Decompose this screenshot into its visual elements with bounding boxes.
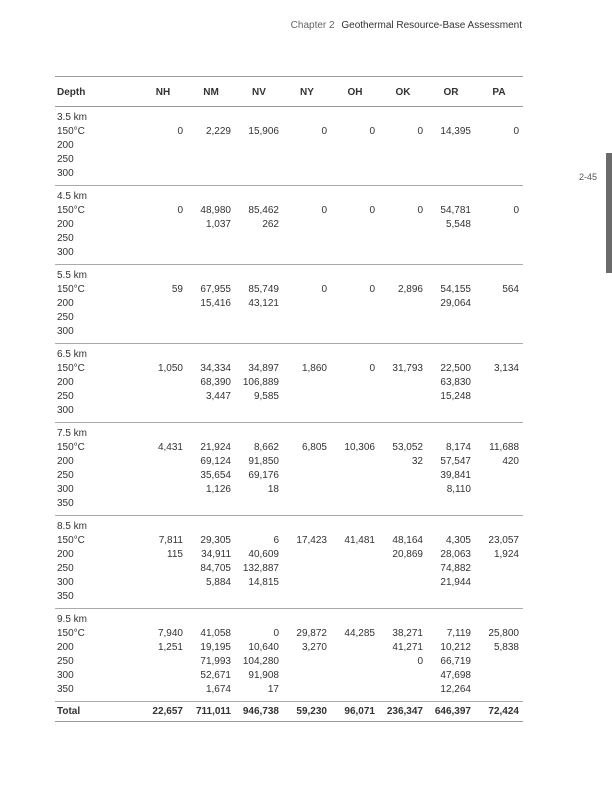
value-cell: 564 bbox=[475, 265, 523, 344]
page-header: Chapter 2 Geothermal Resource-Base Asses… bbox=[0, 20, 522, 31]
depth-cell: 5.5 km150°C200250300 bbox=[55, 265, 139, 344]
table-row: 8.5 km150°C200250300350 7,811115 29,3053… bbox=[55, 516, 523, 609]
state-header-NY: NY bbox=[283, 77, 331, 107]
value-cell: 34,897106,8899,585 bbox=[235, 344, 283, 423]
value-cell: 0 bbox=[283, 186, 331, 265]
value-cell: 8,17457,54739,8418,110 bbox=[427, 423, 475, 516]
value-cell: 3,134 bbox=[475, 344, 523, 423]
value-cell: 640,609132,88714,815 bbox=[235, 516, 283, 609]
table-row: 7.5 km150°C200250300350 4,431 21,92469,1… bbox=[55, 423, 523, 516]
total-cell-NY: 59,230 bbox=[283, 702, 331, 722]
value-cell: 14,395 bbox=[427, 107, 475, 186]
value-cell: 2,229 bbox=[187, 107, 235, 186]
page-number: 2-45 bbox=[579, 172, 597, 182]
value-cell: 0 bbox=[283, 107, 331, 186]
value-cell: 0 bbox=[331, 265, 379, 344]
total-cell-OH: 96,071 bbox=[331, 702, 379, 722]
depth-cell: 8.5 km150°C200250300350 bbox=[55, 516, 139, 609]
state-header-OH: OH bbox=[331, 77, 379, 107]
value-cell: 53,05232 bbox=[379, 423, 427, 516]
value-cell: 2,896 bbox=[379, 265, 427, 344]
value-cell: 1,050 bbox=[139, 344, 187, 423]
depth-cell: 3.5 km150°C200250300 bbox=[55, 107, 139, 186]
value-cell: 85,462262 bbox=[235, 186, 283, 265]
value-cell: 0 bbox=[379, 186, 427, 265]
value-cell: 7,811115 bbox=[139, 516, 187, 609]
depth-cell: 9.5 km150°C200250300350 bbox=[55, 609, 139, 702]
state-header-NV: NV bbox=[235, 77, 283, 107]
total-cell-NM: 711,011 bbox=[187, 702, 235, 722]
value-cell: 0 bbox=[475, 107, 523, 186]
value-cell: 22,50063,83015,248 bbox=[427, 344, 475, 423]
value-cell: 59 bbox=[139, 265, 187, 344]
value-cell: 0 bbox=[331, 186, 379, 265]
value-cell: 6,805 bbox=[283, 423, 331, 516]
chapter-title: Geothermal Resource-Base Assessment bbox=[341, 20, 522, 31]
value-cell: 11,688420 bbox=[475, 423, 523, 516]
value-cell: 7,9401,251 bbox=[139, 609, 187, 702]
value-cell: 29,30534,91184,7055,884 bbox=[187, 516, 235, 609]
total-cell-OK: 236,347 bbox=[379, 702, 427, 722]
header-row: Depth NHNMNVNYOHOKORPA bbox=[55, 77, 523, 107]
value-cell: 67,95515,416 bbox=[187, 265, 235, 344]
value-cell: 4,431 bbox=[139, 423, 187, 516]
value-cell: 54,7815,548 bbox=[427, 186, 475, 265]
total-row: Total 22,657711,011946,73859,23096,07123… bbox=[55, 702, 523, 722]
value-cell: 0 bbox=[283, 265, 331, 344]
value-cell: 0 bbox=[379, 107, 427, 186]
geothermal-table: Depth NHNMNVNYOHOKORPA 3.5 km150°C200250… bbox=[55, 76, 523, 722]
depth-cell: 6.5 km150°C200250300 bbox=[55, 344, 139, 423]
value-cell: 41,481 bbox=[331, 516, 379, 609]
state-header-NH: NH bbox=[139, 77, 187, 107]
value-cell: 23,0571,924 bbox=[475, 516, 523, 609]
value-cell: 21,92469,12435,6541,126 bbox=[187, 423, 235, 516]
total-label: Total bbox=[55, 702, 139, 722]
value-cell: 54,15529,064 bbox=[427, 265, 475, 344]
value-cell: 0 bbox=[331, 344, 379, 423]
value-cell: 41,05819,19571,99352,6711,674 bbox=[187, 609, 235, 702]
value-cell: 010,640104,28091,90817 bbox=[235, 609, 283, 702]
value-cell: 8,66291,85069,17618 bbox=[235, 423, 283, 516]
value-cell: 34,33468,3903,447 bbox=[187, 344, 235, 423]
table-row: 5.5 km150°C200250300 59 67,95515,416 85,… bbox=[55, 265, 523, 344]
value-cell: 31,793 bbox=[379, 344, 427, 423]
chapter-tab bbox=[606, 153, 612, 273]
value-cell: 25,8005,838 bbox=[475, 609, 523, 702]
chapter-label: Chapter 2 bbox=[291, 20, 335, 31]
table-row: 4.5 km150°C200250300 0 48,9801,037 85,46… bbox=[55, 186, 523, 265]
table-row: 9.5 km150°C200250300350 7,9401,251 41,05… bbox=[55, 609, 523, 702]
value-cell: 1,860 bbox=[283, 344, 331, 423]
total-cell-PA: 72,424 bbox=[475, 702, 523, 722]
table-row: 3.5 km150°C200250300 0 2,229 15,906 0 0 … bbox=[55, 107, 523, 186]
value-cell: 38,27141,2710 bbox=[379, 609, 427, 702]
value-cell: 7,11910,21266,71947,69812,264 bbox=[427, 609, 475, 702]
table-row: 6.5 km150°C200250300 1,050 34,33468,3903… bbox=[55, 344, 523, 423]
value-cell: 15,906 bbox=[235, 107, 283, 186]
state-header-PA: PA bbox=[475, 77, 523, 107]
depth-header: Depth bbox=[55, 77, 139, 107]
value-cell: 85,74943,121 bbox=[235, 265, 283, 344]
data-table-container: Depth NHNMNVNYOHOKORPA 3.5 km150°C200250… bbox=[55, 76, 523, 722]
total-cell-NV: 946,738 bbox=[235, 702, 283, 722]
value-cell: 48,9801,037 bbox=[187, 186, 235, 265]
state-header-OR: OR bbox=[427, 77, 475, 107]
total-cell-NH: 22,657 bbox=[139, 702, 187, 722]
value-cell: 4,30528,06374,88221,944 bbox=[427, 516, 475, 609]
total-cell-OR: 646,397 bbox=[427, 702, 475, 722]
value-cell: 17,423 bbox=[283, 516, 331, 609]
value-cell: 44,285 bbox=[331, 609, 379, 702]
value-cell: 0 bbox=[139, 107, 187, 186]
value-cell: 29,8723,270 bbox=[283, 609, 331, 702]
depth-cell: 4.5 km150°C200250300 bbox=[55, 186, 139, 265]
value-cell: 0 bbox=[139, 186, 187, 265]
value-cell: 48,16420,869 bbox=[379, 516, 427, 609]
value-cell: 0 bbox=[331, 107, 379, 186]
state-header-NM: NM bbox=[187, 77, 235, 107]
value-cell: 10,306 bbox=[331, 423, 379, 516]
value-cell: 0 bbox=[475, 186, 523, 265]
depth-cell: 7.5 km150°C200250300350 bbox=[55, 423, 139, 516]
state-header-OK: OK bbox=[379, 77, 427, 107]
